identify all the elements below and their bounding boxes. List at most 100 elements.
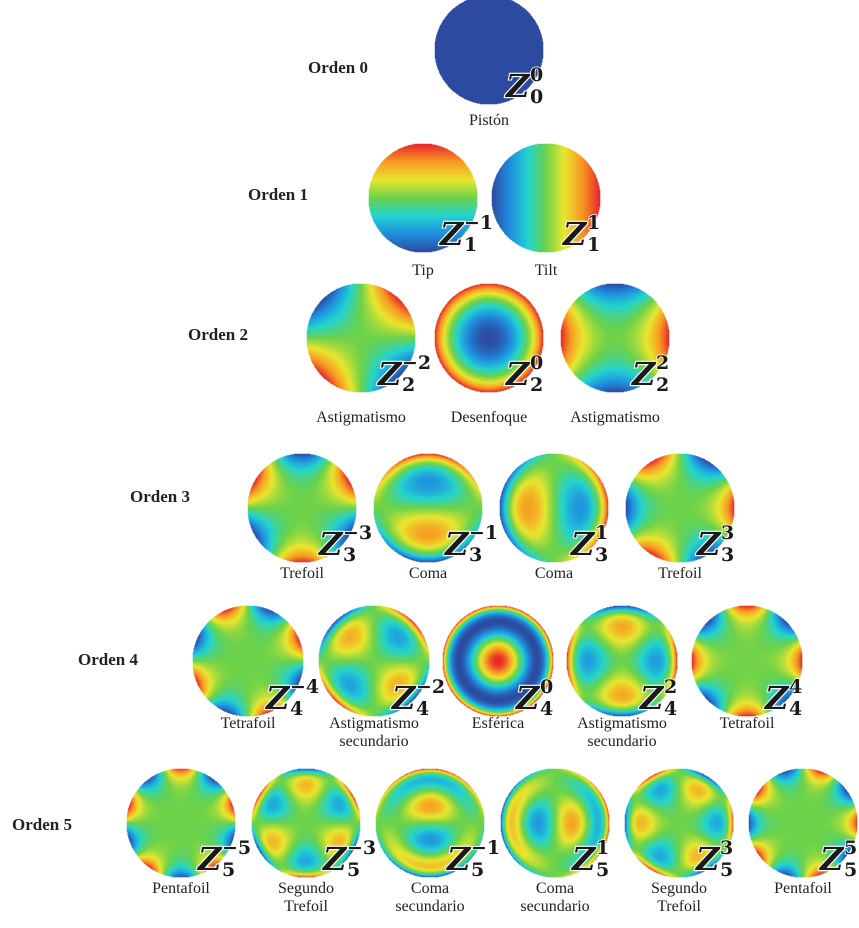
wavefront-heatmap xyxy=(560,283,670,393)
zernike-frequency-m: 1 xyxy=(596,837,609,859)
zernike-symbol: Z xyxy=(638,679,665,717)
zernike-symbol: Z xyxy=(695,525,722,563)
zernike-order-n: 2 xyxy=(530,374,543,396)
order-label-3: Orden 3 xyxy=(130,487,190,506)
mode-caption: Coma xyxy=(368,565,488,583)
zernike-order-n: 4 xyxy=(664,698,677,720)
order-label-2: Orden 2 xyxy=(188,325,248,344)
wavefront-heatmap xyxy=(318,605,430,717)
zernike-symbol: Z xyxy=(376,355,403,393)
zernike-frequency-m: 2 xyxy=(664,676,677,698)
mode-caption: Pentafoil xyxy=(121,880,241,898)
wavefront-heatmap xyxy=(500,768,610,878)
zernike-symbol: Z xyxy=(445,840,472,878)
zernike-frequency-m: −3 xyxy=(347,837,376,859)
mode-caption-line: Trefoil xyxy=(284,898,328,915)
zernike-frequency-m: −5 xyxy=(222,837,251,859)
order-label-0: Orden 0 xyxy=(308,58,368,77)
zernike-symbol: Z xyxy=(390,679,417,717)
mode-caption: Astigmatismo xyxy=(301,409,421,427)
mode-caption-line: Segundo xyxy=(278,880,334,897)
wavefront-heatmap xyxy=(691,605,803,717)
zernike-frequency-m: 3 xyxy=(721,522,734,544)
zernike-symbol: Z xyxy=(694,840,721,878)
zernike-symbol: Z xyxy=(264,679,291,717)
zernike-order-n: 4 xyxy=(290,698,303,720)
zernike-frequency-m: 0 xyxy=(530,352,543,374)
zernike-map: Z 33 xyxy=(625,453,735,567)
zernike-order-n: 5 xyxy=(720,859,733,881)
zernike-frequency-m: 4 xyxy=(789,676,802,698)
zernike-order-n: 1 xyxy=(587,234,600,256)
mode-caption: Astigmatismo xyxy=(555,409,675,427)
mode-caption: Trefoil xyxy=(242,565,362,583)
zernike-map: Z 44 xyxy=(691,605,803,721)
zernike-frequency-m: −2 xyxy=(416,676,445,698)
mode-caption: Coma secundario xyxy=(495,880,615,916)
order-label-1: Orden 1 xyxy=(248,185,308,204)
mode-caption-line: Coma xyxy=(408,565,448,582)
mode-caption-line: Tilt xyxy=(534,262,558,279)
zernike-frequency-m: −1 xyxy=(464,212,493,234)
mode-caption-line: Trefoil xyxy=(657,898,701,915)
zernike-frequency-m: 1 xyxy=(587,212,600,234)
zernike-map: Z 00 xyxy=(434,0,544,109)
wavefront-heatmap xyxy=(434,283,544,393)
zernike-order-n: 5 xyxy=(222,859,235,881)
zernike-symbol: Z xyxy=(321,840,348,878)
zernike-frequency-m: −1 xyxy=(471,837,500,859)
mode-caption: Tetrafoil xyxy=(188,715,308,733)
mode-caption: Coma secundario xyxy=(370,880,490,916)
wavefront-heatmap xyxy=(368,143,478,253)
mode-caption-line: Trefoil xyxy=(280,565,324,582)
zernike-symbol: Z xyxy=(561,215,588,253)
wavefront-heatmap xyxy=(434,0,544,105)
mode-caption: Astigmatismo secundario xyxy=(314,715,434,751)
zernike-order-n: 3 xyxy=(469,544,482,566)
order-label-5: Orden 5 xyxy=(12,815,72,834)
mode-caption-line: Coma xyxy=(534,565,574,582)
wavefront-heatmap xyxy=(625,453,735,563)
mode-caption-line: Tetrafoil xyxy=(220,715,276,732)
wavefront-heatmap xyxy=(748,768,858,878)
zernike-map: Z 20 xyxy=(434,283,544,397)
order-label-4: Orden 4 xyxy=(78,650,138,669)
zernike-order-n: 2 xyxy=(402,374,415,396)
mode-caption: Pentafoil xyxy=(743,880,859,898)
zernike-mode-2-0: Z 2 −2 xyxy=(306,283,432,397)
zernike-symbol: Z xyxy=(504,67,531,105)
zernike-frequency-m: 5 xyxy=(844,837,857,859)
mode-caption-line: Coma xyxy=(535,880,575,897)
mode-caption-line: Segundo xyxy=(651,880,707,897)
zernike-map: Z 4−2 xyxy=(318,605,446,721)
zernike-frequency-m: −1 xyxy=(469,522,498,544)
zernike-map: Z 4−4 xyxy=(192,605,320,721)
zernike-mode-3-0: Z 3 −3 xyxy=(247,453,373,567)
mode-caption-line: Astigmatismo xyxy=(570,409,660,426)
zernike-symbol: Z xyxy=(514,679,541,717)
mode-caption: Segundo Trefoil xyxy=(246,880,366,916)
mode-caption-line: Tip xyxy=(412,262,434,279)
zernike-frequency-m: −2 xyxy=(402,352,431,374)
zernike-map: Z 55 xyxy=(748,768,858,882)
zernike-mode-3-1: Z 3 −1 xyxy=(373,453,499,567)
zernike-order-n: 4 xyxy=(540,698,553,720)
zernike-frequency-m: 0 xyxy=(540,676,553,698)
mode-caption-line: Tetrafoil xyxy=(719,715,775,732)
zernike-map: Z 3−3 xyxy=(247,453,373,567)
wavefront-heatmap xyxy=(499,453,609,563)
mode-caption-line: secundario xyxy=(339,733,409,750)
zernike-order-n: 4 xyxy=(789,698,802,720)
mode-caption-line: Astigmatismo xyxy=(329,715,419,732)
mode-caption-line: Trefoil xyxy=(658,565,702,582)
mode-caption: Desenfoque xyxy=(429,409,549,427)
wavefront-heatmap xyxy=(306,283,416,393)
zernike-symbol: Z xyxy=(569,525,596,563)
mode-caption: Tetrafoil xyxy=(687,715,807,733)
